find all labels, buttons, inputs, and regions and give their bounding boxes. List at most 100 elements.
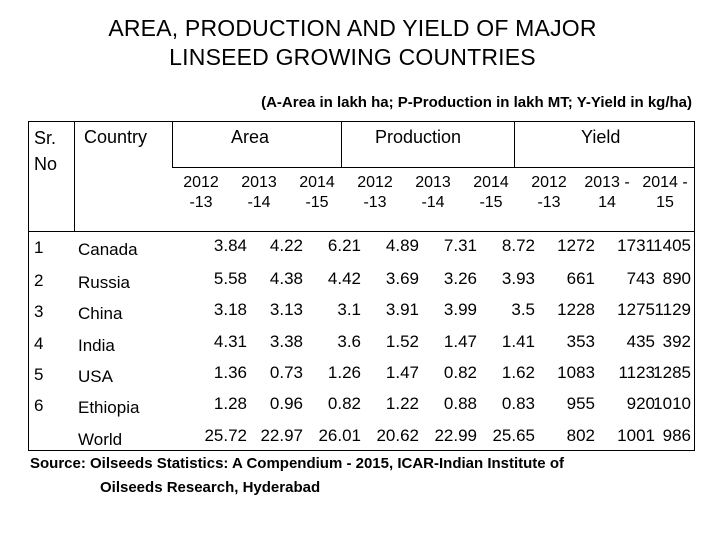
- row-value: 3.99: [443, 300, 477, 319]
- row-value: 4.42: [327, 269, 361, 288]
- row-value: 1731: [617, 236, 655, 255]
- row-value: 0.73: [269, 363, 303, 382]
- row-value: 802: [566, 426, 595, 445]
- row-value: 1272: [557, 236, 595, 255]
- row-value: 0.88: [443, 394, 477, 413]
- subheader-year-line: -13: [189, 194, 213, 211]
- row-value: 1083: [557, 363, 595, 382]
- row-country: Canada: [78, 240, 138, 259]
- source-note: Source: Oilseeds Statistics: A Compendiu…: [30, 452, 700, 500]
- row-value: 1001: [617, 426, 655, 445]
- subheader-year: 2014 -15: [462, 173, 520, 213]
- units-note: (A-Area in lakh ha; P-Production in lakh…: [261, 94, 692, 111]
- row-value: 3.5: [511, 300, 535, 319]
- row-value: 3.84: [213, 236, 247, 255]
- subheader-year-line: 2014 -: [642, 174, 688, 191]
- subheader-year-line: 2012: [531, 174, 567, 191]
- row-country: USA: [78, 367, 113, 386]
- subheader-year-line: -15: [305, 194, 329, 211]
- source-line-1: Source: Oilseeds Statistics: A Compendiu…: [30, 455, 564, 472]
- row-value: 1.36: [213, 363, 247, 382]
- row-value: 353: [566, 332, 595, 351]
- row-value: 920: [626, 394, 655, 413]
- row-value: 1123: [618, 363, 655, 382]
- row-value: 8.72: [501, 236, 535, 255]
- title-line-1: AREA, PRODUCTION AND YIELD OF MAJOR: [108, 15, 597, 41]
- subheader-year: 2013 -14: [230, 173, 288, 213]
- subheader-year-line: -15: [479, 194, 503, 211]
- row-value: 3.38: [269, 332, 303, 351]
- header-sr-line2: No: [34, 154, 58, 174]
- row-country: China: [78, 304, 123, 323]
- table-divider-header: [28, 231, 695, 232]
- table-border-left: [28, 121, 29, 451]
- row-value: 1010: [653, 394, 691, 413]
- subheader-year: 2014 -15: [288, 173, 346, 213]
- row-value: 1.47: [443, 332, 477, 351]
- row-country: World: [78, 430, 123, 449]
- row-value: 1.62: [501, 363, 535, 382]
- subheader-year-line: 2012: [183, 174, 219, 191]
- table-border-right: [694, 121, 695, 451]
- header-yield: Yield: [581, 127, 621, 147]
- subheader-year-line: -14: [247, 194, 271, 211]
- table-border-bottom: [28, 450, 695, 451]
- subheader-year-line: 2012: [357, 174, 393, 191]
- row-value: 22.99: [434, 426, 477, 445]
- table-divider-sr: [74, 121, 75, 231]
- subheader-year-line: -14: [421, 194, 445, 211]
- row-value: 0.83: [501, 394, 535, 413]
- row-value: 890: [662, 269, 691, 288]
- row-value: 1228: [557, 300, 595, 319]
- row-country: Russia: [78, 273, 130, 292]
- row-value: 0.96: [269, 394, 303, 413]
- source-line-2: Oilseeds Research, Hyderabad: [100, 479, 321, 496]
- row-value: 1.47: [385, 363, 419, 382]
- subheader-year: 2013 -14: [404, 173, 462, 213]
- subheader-year-line: 2014: [299, 174, 335, 191]
- row-value: 3.13: [269, 300, 303, 319]
- row-value: 6.21: [327, 236, 361, 255]
- row-sr-no: 1: [34, 238, 44, 257]
- data-table: Sr. No Country Area Production Yield 201…: [28, 121, 695, 451]
- row-value: 22.97: [260, 426, 303, 445]
- row-value: 1.26: [327, 363, 361, 382]
- row-value: 392: [662, 332, 691, 351]
- row-value: 7.31: [443, 236, 477, 255]
- row-value: 1275: [617, 300, 655, 319]
- row-value: 435: [626, 332, 655, 351]
- header-sr-line1: Sr.: [34, 128, 57, 148]
- row-value: 3.1: [337, 300, 361, 319]
- subheader-year-line: -13: [537, 194, 561, 211]
- subheader-year: 2014 - 15: [636, 173, 694, 213]
- subheader-year-line: 2013: [415, 174, 451, 191]
- table-divider-group: [172, 167, 694, 168]
- table-divider-country: [172, 121, 173, 167]
- row-value: 4.89: [385, 236, 419, 255]
- row-value: 1.41: [501, 332, 535, 351]
- row-value: 0.82: [443, 363, 477, 382]
- row-country: Ethiopia: [78, 398, 140, 417]
- header-country: Country: [84, 127, 148, 147]
- row-value: 1.52: [385, 332, 419, 351]
- row-value: 25.72: [204, 426, 247, 445]
- subheader-year: 2012 -13: [346, 173, 404, 213]
- row-value: 0.82: [327, 394, 361, 413]
- row-value: 1.28: [213, 394, 247, 413]
- row-value: 5.58: [213, 269, 247, 288]
- row-value: 26.01: [318, 426, 361, 445]
- row-value: 3.6: [337, 332, 361, 351]
- header-production: Production: [375, 127, 462, 147]
- header-sr-no: Sr. No: [34, 125, 57, 177]
- title-line-2: LINSEED GROWING COUNTRIES: [169, 44, 536, 70]
- row-value: 1129: [654, 300, 691, 319]
- row-value: 3.69: [385, 269, 419, 288]
- row-country: India: [78, 336, 115, 355]
- table-divider-area: [341, 121, 342, 167]
- row-value: 4.31: [213, 332, 247, 351]
- row-value: 3.93: [501, 269, 535, 288]
- row-value: 1405: [653, 236, 691, 255]
- row-value: 4.38: [269, 269, 303, 288]
- subheader-year: 2012 -13: [520, 173, 578, 213]
- row-value: 955: [566, 394, 595, 413]
